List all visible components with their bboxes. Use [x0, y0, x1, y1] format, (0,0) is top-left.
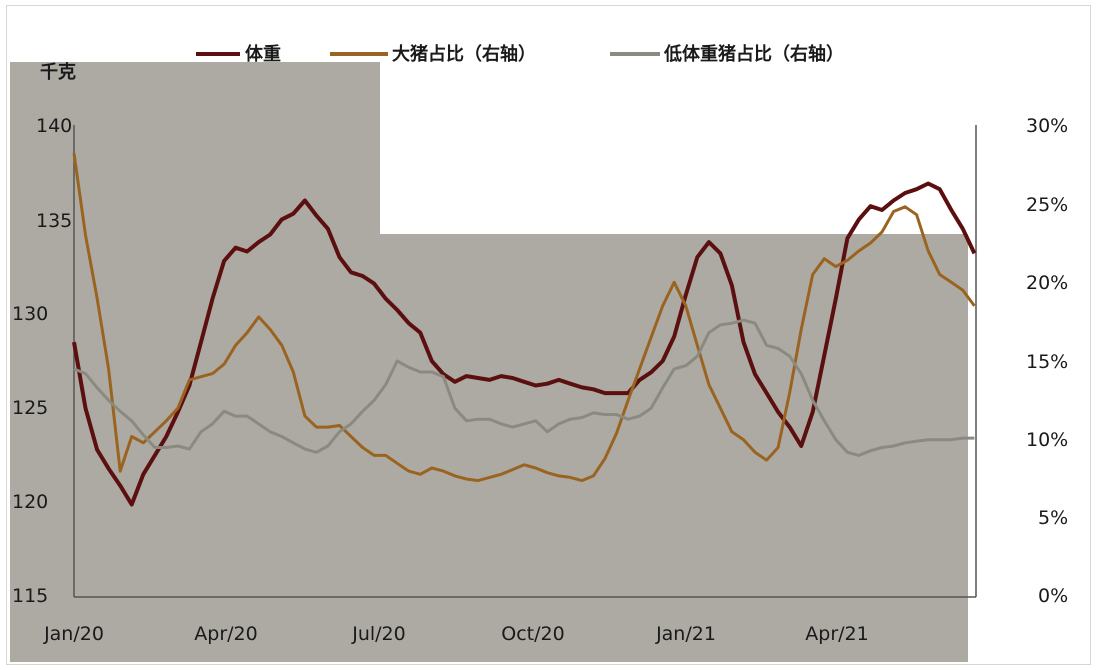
legend-label-weight: 体重: [245, 43, 281, 65]
legend: 体重 大猪占比（右轴） 低体重猪占比（右轴）: [196, 43, 844, 65]
right-tick-label: 20%: [1026, 272, 1068, 294]
right-tick-label: 10%: [1026, 429, 1068, 451]
right-tick-label: 0%: [1038, 585, 1068, 607]
left-tick-label: 115: [12, 585, 48, 607]
left-axis-ticks: 140 135 130 125 120 115: [12, 115, 72, 607]
left-tick-label: 130: [12, 303, 48, 325]
series-line-large-pig-share: [72, 153, 976, 483]
series-line-weight: [72, 181, 977, 507]
left-tick-label: 125: [12, 397, 48, 419]
series-layer: [72, 153, 977, 507]
legend-backdrop: [380, 62, 980, 234]
legend-label-large-pig-share: 大猪占比（右轴）: [392, 43, 536, 65]
x-tick-label: Apr/21: [805, 623, 868, 645]
left-tick-label: 140: [36, 115, 72, 137]
right-axis-ticks: 30% 25% 20% 15% 10% 5% 0%: [1026, 115, 1068, 607]
x-axis-ticks: Jan/20 Apr/20 Jul/20 Oct/20 Jan/21 Apr/2…: [43, 623, 869, 645]
right-margin: [968, 62, 1090, 662]
left-tick-label: 120: [12, 491, 48, 513]
x-tick-label: Jan/20: [43, 623, 104, 645]
series-line-low-weight-share: [73, 318, 975, 457]
x-tick-label: Jul/20: [351, 623, 406, 645]
legend-label-low-weight-share: 低体重猪占比（右轴）: [663, 43, 844, 65]
left-axis-unit: 千克: [40, 61, 76, 83]
right-tick-label: 15%: [1026, 351, 1068, 373]
right-tick-label: 5%: [1038, 507, 1068, 529]
x-tick-label: Oct/20: [501, 623, 564, 645]
x-tick-label: Apr/20: [194, 623, 257, 645]
right-tick-label: 25%: [1026, 194, 1068, 216]
left-tick-label: 135: [36, 210, 72, 232]
right-tick-label: 30%: [1026, 115, 1068, 137]
x-tick-label: Jan/21: [655, 623, 716, 645]
